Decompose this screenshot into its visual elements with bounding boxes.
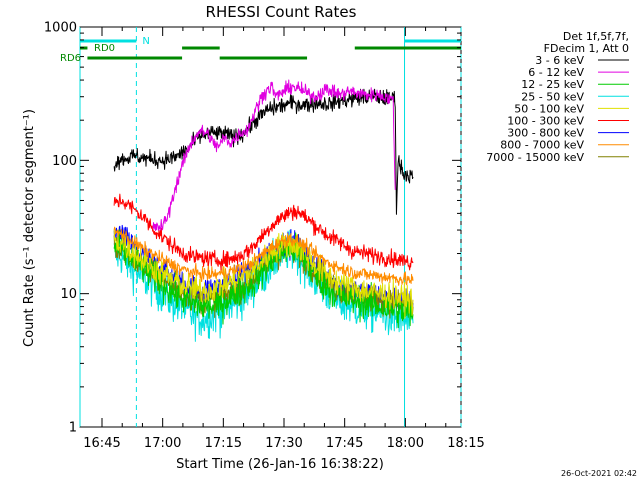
legend-label: 300 - 800 keV: [507, 127, 584, 140]
series-line: [113, 193, 414, 271]
legend-label: 3 - 6 keV: [535, 54, 584, 67]
y-tick-label: 1000: [44, 21, 77, 36]
x-tick-label: 18:15: [447, 436, 484, 451]
flag-label: N: [142, 36, 149, 47]
flag-label: RD6: [60, 53, 81, 64]
y-axis-label: Count Rate (s⁻¹ detector segment⁻¹): [22, 109, 37, 347]
flag-bars: N RD0 RD6: [60, 36, 461, 64]
series-line: [152, 79, 396, 231]
x-tick-label: 18:00: [387, 436, 424, 451]
series-line: [113, 226, 414, 286]
y-axis: 1 10 100 1000: [44, 21, 461, 436]
series-line: [113, 88, 414, 215]
legend-label: 12 - 25 keV: [521, 78, 584, 91]
legend-label: 50 - 100 keV: [514, 102, 584, 115]
render-timestamp: 26-Oct-2021 02:42: [561, 469, 637, 478]
chart-title: RHESSI Count Rates: [206, 3, 357, 21]
x-tick-label: 17:00: [144, 436, 181, 451]
legend-label: 25 - 50 keV: [521, 90, 584, 103]
legend-label: 6 - 12 keV: [528, 66, 584, 79]
series-line: [113, 229, 414, 329]
legend-label: 800 - 7000 keV: [500, 139, 584, 152]
x-tick-label: 17:45: [326, 436, 363, 451]
legend-header-line-2: FDecim 1, Att 0: [544, 42, 629, 55]
legend: Det 1f,5f,7f, FDecim 1, Att 0 3 - 6 keV6…: [486, 30, 629, 164]
x-axis: 16:45 17:00 17:15 17:30 17:45 18:00 18:15: [83, 27, 485, 451]
y-tick-label: 1: [69, 421, 77, 436]
series-line: [113, 229, 414, 319]
flag-label: RD0: [94, 43, 115, 54]
x-tick-label: 17:15: [205, 436, 242, 451]
legend-header-line-1: Det 1f,5f,7f,: [563, 30, 629, 43]
x-axis-label: Start Time (26-Jan-16 16:38:22): [176, 457, 384, 472]
x-tick-label: 16:45: [83, 436, 120, 451]
y-tick-label: 10: [60, 287, 77, 302]
series-lines: [113, 79, 414, 342]
marker-lines: [79, 27, 462, 427]
y-tick-label: 100: [52, 154, 77, 169]
x-tick-label: 17:30: [265, 436, 302, 451]
legend-label: 7000 - 15000 keV: [486, 151, 584, 164]
legend-label: 100 - 300 keV: [507, 115, 584, 128]
